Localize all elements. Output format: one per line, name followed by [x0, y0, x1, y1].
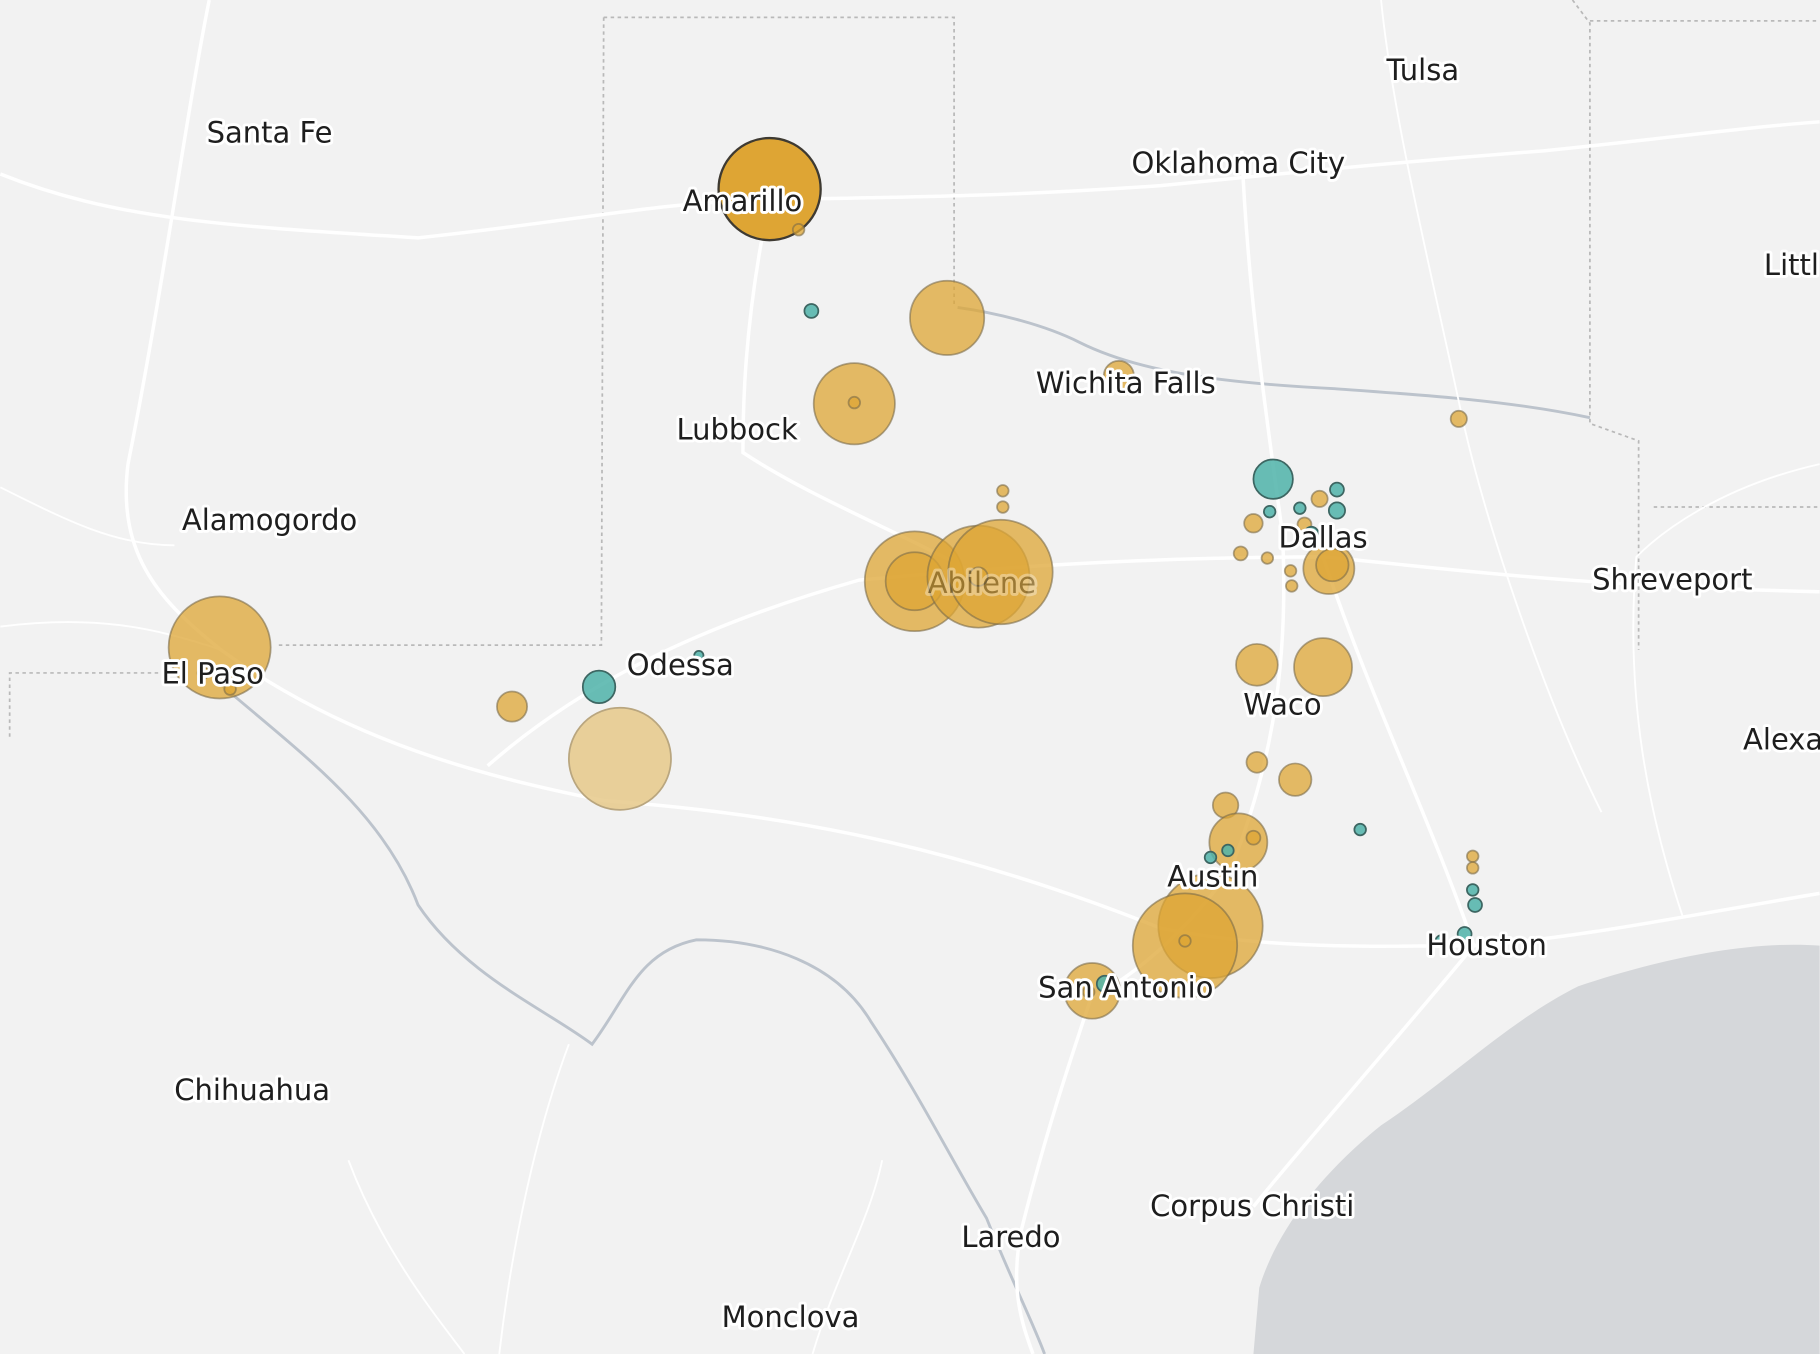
city-label: Dallas — [1278, 521, 1367, 555]
gulf — [1253, 944, 1820, 1354]
circle — [1232, 545, 1249, 562]
city-label: Abilene — [928, 566, 1036, 600]
circle — [996, 484, 1010, 498]
circle — [1243, 513, 1264, 534]
circle — [1208, 812, 1269, 873]
circle — [1327, 501, 1346, 520]
circle — [1303, 525, 1320, 542]
circle — [568, 706, 672, 811]
circle — [1082, 985, 1096, 999]
circle — [847, 395, 861, 410]
circle — [1353, 822, 1367, 837]
city-label: Alamogordo — [182, 503, 357, 537]
circle — [947, 518, 1054, 626]
circle — [1310, 489, 1329, 508]
circle — [1293, 637, 1353, 698]
circle — [1178, 934, 1192, 948]
circle — [1235, 643, 1279, 687]
circle — [1434, 934, 1449, 948]
circle — [1263, 504, 1277, 519]
circle — [968, 566, 989, 587]
city-label: Wichita Falls — [1036, 366, 1216, 400]
data-circles — [167, 136, 1483, 1020]
city-label: El Paso — [161, 656, 263, 690]
circle — [1221, 843, 1235, 858]
city-label: Corpus Christi — [1150, 1189, 1354, 1223]
circle — [1278, 762, 1313, 797]
city-label: Lubbock — [676, 413, 798, 447]
city-label: Laredo — [961, 1220, 1060, 1254]
circle — [1285, 579, 1299, 593]
city-label: Tulsa — [1386, 53, 1460, 87]
circle — [1203, 850, 1218, 865]
circle — [1275, 699, 1287, 711]
city-label: Odessa — [627, 648, 734, 682]
circle — [1102, 359, 1135, 392]
circle — [1466, 861, 1480, 875]
city-label: Amarillo — [683, 184, 803, 218]
circle — [996, 500, 1010, 514]
circle — [196, 666, 211, 680]
city-label: Oklahoma City — [1132, 146, 1346, 180]
circle — [581, 669, 617, 704]
circle — [1252, 458, 1294, 500]
circle — [1467, 897, 1483, 913]
city-label: San Antonio — [1038, 971, 1213, 1005]
city-label: Shreveport — [1592, 562, 1752, 596]
circle — [1283, 564, 1298, 578]
circle — [1095, 974, 1114, 993]
city-label: Monclova — [722, 1300, 860, 1334]
circle — [1245, 750, 1269, 774]
circle — [1245, 829, 1262, 846]
circle — [1466, 883, 1480, 897]
city-label: Austin — [1167, 859, 1258, 893]
circle — [167, 595, 272, 700]
borders — [8, 0, 1820, 1354]
circle — [693, 650, 705, 662]
circle — [1315, 547, 1350, 583]
city-label: Alexa — [1743, 722, 1820, 756]
circle — [791, 223, 806, 237]
circle — [1466, 849, 1480, 863]
city-label: Littl — [1764, 248, 1819, 282]
city-label: Waco — [1243, 688, 1321, 722]
circle — [803, 303, 820, 319]
circle — [909, 279, 986, 356]
city-labels: Santa Fe Tulsa Oklahoma City Littl Amari… — [159, 50, 1820, 1337]
city-label: Chihuahua — [174, 1073, 330, 1107]
city-label: Houston — [1426, 928, 1547, 962]
circle — [223, 682, 237, 696]
circle — [1449, 409, 1468, 428]
circle — [496, 690, 528, 723]
city-label: Santa Fe — [207, 116, 333, 150]
circle — [1293, 501, 1307, 515]
circle — [1329, 481, 1345, 498]
circle — [1456, 926, 1473, 942]
circle — [717, 136, 822, 242]
circle — [1260, 551, 1275, 565]
